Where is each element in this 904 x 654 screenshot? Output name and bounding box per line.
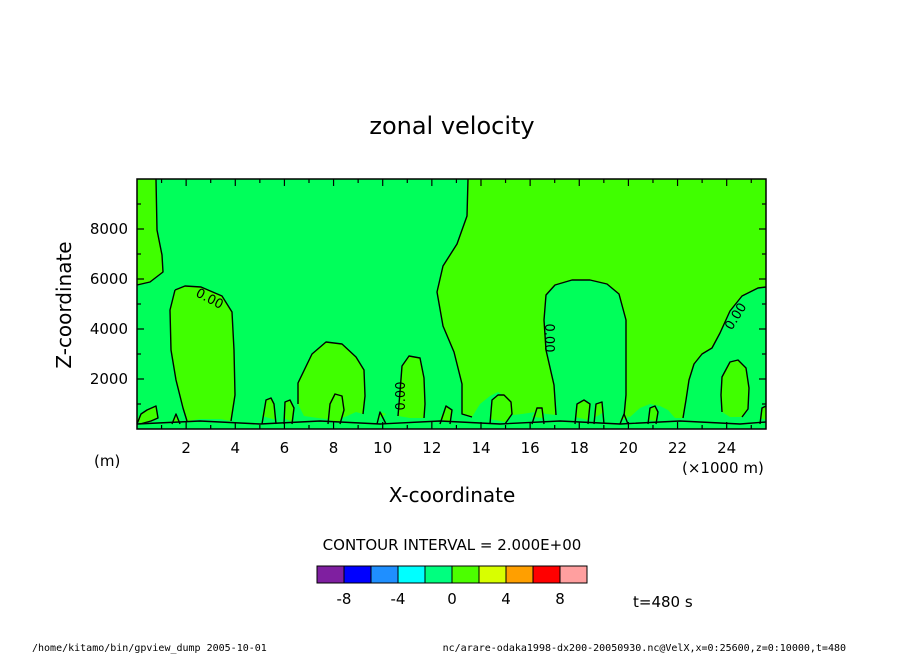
colorbar-swatch — [505, 565, 534, 584]
zero-contour-line — [327, 393, 345, 425]
x-unit-left: (m) — [94, 452, 120, 470]
zero-contour-line — [136, 178, 164, 286]
zero-contour-lines — [136, 178, 767, 425]
zero-contour-line — [283, 399, 295, 425]
colorbar-swatch — [316, 565, 345, 584]
colorbar-swatch — [397, 565, 426, 584]
contour-label: 0.00 — [541, 324, 556, 353]
colorbar-label: 8 — [555, 590, 565, 608]
contour-regions — [137, 179, 766, 423]
zero-contour-line — [720, 359, 750, 418]
region-2-to-4 — [170, 286, 235, 421]
y-axis-ticks: 2000 4000 6000 8000 — [90, 203, 766, 405]
chart-title: zonal velocity — [369, 112, 534, 140]
zero-contour-line — [171, 413, 181, 425]
region-2-to-4 — [398, 356, 425, 418]
colorbar-label: 4 — [501, 590, 511, 608]
zero-contour-line — [397, 355, 426, 419]
zero-contour-line — [136, 420, 767, 425]
y-tick-label: 2000 — [90, 370, 128, 388]
x-tick-label: 24 — [717, 439, 736, 457]
colorbar-label: -8 — [337, 590, 352, 608]
region-2-to-4 — [648, 406, 658, 421]
colorbar-swatch — [478, 565, 507, 584]
contour-label: 0.00 — [394, 382, 409, 411]
y-tick-label: 6000 — [90, 270, 128, 288]
zero-contour-line — [682, 286, 767, 419]
x-unit-right: (×1000 m) — [682, 459, 764, 477]
zero-contour-line — [593, 401, 605, 425]
x-tick-label: 6 — [280, 439, 290, 457]
x-tick-label: 10 — [373, 439, 392, 457]
y-tick-label: 4000 — [90, 320, 128, 338]
colorbar-swatch — [424, 565, 453, 584]
zero-contour-line — [169, 289, 188, 422]
region-2-to-4 — [298, 342, 365, 420]
x-tick-label: 2 — [181, 439, 191, 457]
zero-contour-line — [619, 413, 629, 425]
zero-contour-line — [297, 341, 366, 415]
region-2-to-4 — [490, 395, 512, 422]
time-label: t=480 s — [633, 593, 693, 611]
region-2-to-4 — [575, 400, 590, 420]
y-tick-label: 8000 — [90, 220, 128, 238]
zero-contour-line — [759, 405, 767, 425]
colorbar-swatch — [559, 565, 588, 584]
zero-contour-line — [543, 279, 627, 417]
x-axis-ticks: 2 4 6 8 10 12 14 16 18 20 22 24 — [160, 179, 752, 457]
footer-left: /home/kitamo/bin/gpview_dump 2005-10-01 — [32, 643, 267, 654]
zero-contour-line — [647, 405, 659, 425]
colorbar-swatch — [532, 565, 561, 584]
colorbar-swatch — [370, 565, 399, 584]
colorbar-swatch — [343, 565, 372, 584]
plot-area: 0.000.000.000.00 2 4 6 8 10 12 14 16 18 20 22 24 20… — [90, 178, 767, 457]
region-2-to-4 — [137, 406, 158, 423]
footer-right: nc/arare-odaka1998-dx200-20050930.nc@Vel… — [443, 643, 846, 654]
contour-interval-text: CONTOUR INTERVAL = 2.000E+00 — [323, 536, 582, 554]
zero-contour-line — [436, 178, 473, 418]
colorbar-label: -4 — [391, 590, 406, 608]
zero-contour-line — [489, 394, 513, 425]
x-axis-title: X-coordinate — [389, 483, 516, 507]
zero-contour-line — [261, 397, 277, 425]
x-tick-label: 12 — [422, 439, 441, 457]
region-2-to-4 — [437, 179, 766, 418]
x-tick-label: 22 — [668, 439, 687, 457]
zero-contour-line — [136, 405, 159, 425]
zero-contour-line — [574, 399, 591, 425]
x-tick-label: 4 — [231, 439, 241, 457]
zero-contour-line — [531, 407, 545, 425]
x-tick-label: 18 — [570, 439, 589, 457]
zero-contour-line — [174, 285, 236, 422]
x-tick-label: 16 — [521, 439, 540, 457]
colorbar — [316, 565, 588, 584]
zero-contour-line — [439, 405, 453, 425]
region-2-to-4 — [284, 400, 294, 422]
x-tick-label: 20 — [619, 439, 638, 457]
x-tick-label: 8 — [329, 439, 339, 457]
region-2-to-4 — [440, 406, 452, 422]
x-tick-label: 14 — [471, 439, 490, 457]
colorbar-swatch — [451, 565, 480, 584]
zero-contour-line — [376, 411, 387, 425]
y-axis-title: Z-coordinate — [52, 241, 76, 368]
colorbar-label: 0 — [447, 590, 457, 608]
region-2-to-4 — [721, 360, 749, 417]
colorbar-tick-labels: -8 -4 0 4 8 — [337, 590, 565, 608]
